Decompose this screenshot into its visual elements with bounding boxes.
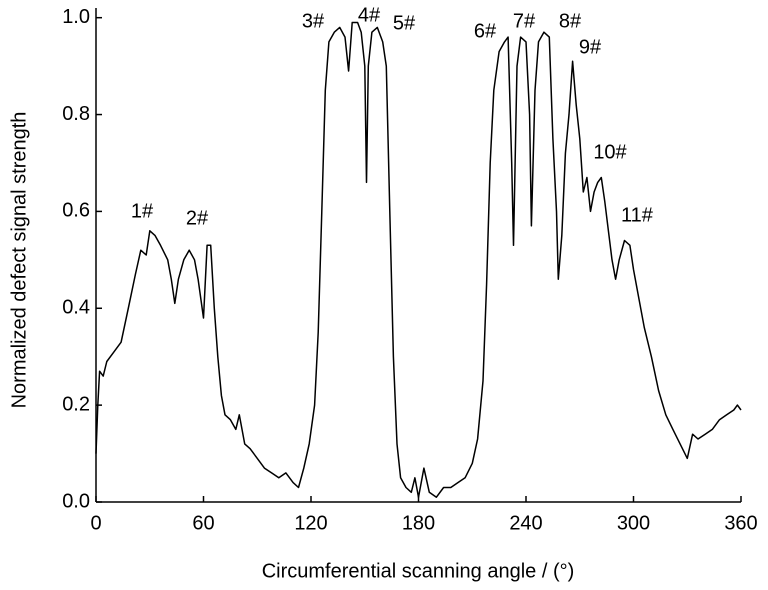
annotation: 8# [559,10,582,32]
y-tick-label: 0.6 [62,200,90,222]
annotation: 6# [474,20,497,42]
y-tick-label: 0.2 [62,393,90,415]
annotation: 9# [579,36,602,58]
x-tick-label: 60 [192,512,214,534]
x-tick-label: 120 [294,512,327,534]
annotation: 1# [131,200,154,222]
y-tick-label: 0.4 [62,297,90,319]
x-tick-label: 360 [724,512,757,534]
annotation: 2# [186,207,209,229]
data-line [95,21,742,498]
annotation: 3# [302,10,325,32]
y-axis-label: Normalized defect signal strength [8,112,30,409]
x-tick-label: 180 [402,512,435,534]
x-axis-label: Circumferential scanning angle / (°) [262,560,575,582]
annotation: 4# [358,4,381,26]
x-tick-label: 300 [617,512,650,534]
y-tick-label: 0.0 [62,490,90,512]
x-tick-label: 240 [509,512,542,534]
annotation: 10# [593,141,627,163]
annotation: 11# [621,204,654,226]
y-tick-label: 1.0 [62,6,90,28]
y-tick-label: 0.8 [62,103,90,125]
annotation: 5# [393,12,416,34]
x-tick-label: 0 [90,512,101,534]
annotation: 7# [513,10,536,32]
